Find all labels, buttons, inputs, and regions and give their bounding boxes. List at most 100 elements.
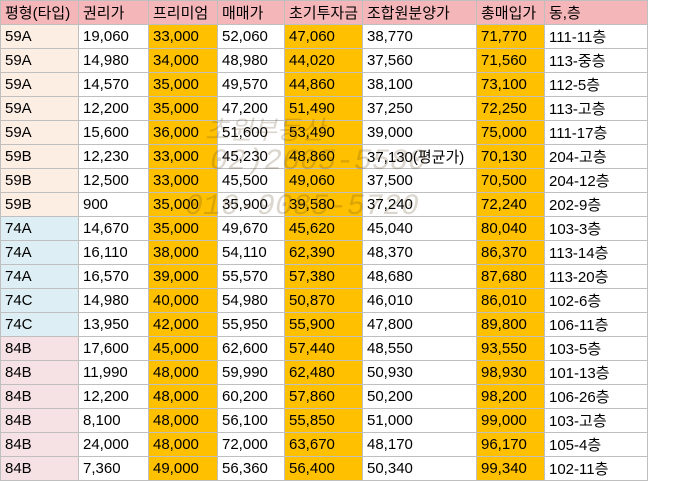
cell-total[interactable]: 98,200 [476, 384, 545, 409]
cell-unit[interactable]: 204-12층 [544, 168, 648, 193]
cell-premium[interactable]: 49,000 [148, 456, 218, 481]
cell-union[interactable]: 38,100 [362, 72, 477, 97]
cell-initial[interactable]: 50,870 [284, 288, 363, 313]
cell-type[interactable]: 59A [0, 72, 79, 97]
cell-initial[interactable]: 57,440 [284, 336, 363, 361]
header-sale[interactable]: 매매가 [217, 0, 285, 25]
cell-total[interactable]: 89,800 [476, 312, 545, 337]
cell-initial[interactable]: 62,480 [284, 360, 363, 385]
cell-premium[interactable]: 35,000 [148, 216, 218, 241]
cell-right[interactable]: 14,570 [78, 72, 149, 97]
cell-initial[interactable]: 55,850 [284, 408, 363, 433]
cell-unit[interactable]: 113-20층 [544, 264, 648, 289]
cell-union[interactable]: 37,130(평균가) [362, 144, 477, 169]
cell-sale[interactable]: 54,110 [217, 240, 285, 265]
cell-unit[interactable]: 102-11층 [544, 456, 648, 481]
cell-premium[interactable]: 40,000 [148, 288, 218, 313]
cell-total[interactable]: 73,100 [476, 72, 545, 97]
cell-right[interactable]: 12,200 [78, 96, 149, 121]
header-total[interactable]: 총매입가 [476, 0, 545, 25]
cell-premium[interactable]: 36,000 [148, 120, 218, 145]
cell-right[interactable]: 16,110 [78, 240, 149, 265]
cell-premium[interactable]: 35,000 [148, 72, 218, 97]
header-unit[interactable]: 동,층 [544, 0, 648, 25]
cell-union[interactable]: 48,680 [362, 264, 477, 289]
cell-union[interactable]: 46,010 [362, 288, 477, 313]
cell-initial[interactable]: 44,860 [284, 72, 363, 97]
cell-right[interactable]: 14,980 [78, 48, 149, 73]
cell-initial[interactable]: 39,580 [284, 192, 363, 217]
cell-total[interactable]: 72,240 [476, 192, 545, 217]
cell-sale[interactable]: 47,200 [217, 96, 285, 121]
cell-total[interactable]: 70,130 [476, 144, 545, 169]
cell-total[interactable]: 87,680 [476, 264, 545, 289]
cell-unit[interactable]: 105-4층 [544, 432, 648, 457]
cell-type[interactable]: 59A [0, 120, 79, 145]
cell-right[interactable]: 12,200 [78, 384, 149, 409]
cell-total[interactable]: 70,500 [476, 168, 545, 193]
cell-initial[interactable]: 44,020 [284, 48, 363, 73]
cell-type[interactable]: 84B [0, 384, 79, 409]
cell-total[interactable]: 96,170 [476, 432, 545, 457]
cell-sale[interactable]: 55,570 [217, 264, 285, 289]
cell-right[interactable]: 12,500 [78, 168, 149, 193]
cell-sale[interactable]: 60,200 [217, 384, 285, 409]
header-initial[interactable]: 초기투자금 [284, 0, 363, 25]
cell-initial[interactable]: 63,670 [284, 432, 363, 457]
cell-total[interactable]: 99,000 [476, 408, 545, 433]
header-premium[interactable]: 프리미엄 [148, 0, 218, 25]
cell-unit[interactable]: 202-9층 [544, 192, 648, 217]
cell-total[interactable]: 98,930 [476, 360, 545, 385]
cell-initial[interactable]: 48,860 [284, 144, 363, 169]
cell-type[interactable]: 74C [0, 288, 79, 313]
cell-union[interactable]: 45,040 [362, 216, 477, 241]
header-right[interactable]: 권리가 [78, 0, 149, 25]
cell-right[interactable]: 11,990 [78, 360, 149, 385]
cell-premium[interactable]: 39,000 [148, 264, 218, 289]
cell-union[interactable]: 38,770 [362, 24, 477, 49]
cell-premium[interactable]: 48,000 [148, 384, 218, 409]
cell-premium[interactable]: 33,000 [148, 168, 218, 193]
cell-sale[interactable]: 35,900 [217, 192, 285, 217]
cell-unit[interactable]: 103-3층 [544, 216, 648, 241]
cell-unit[interactable]: 204-고층 [544, 144, 648, 169]
cell-sale[interactable]: 52,060 [217, 24, 285, 49]
cell-unit[interactable]: 111-17층 [544, 120, 648, 145]
cell-type[interactable]: 84B [0, 456, 79, 481]
cell-type[interactable]: 84B [0, 336, 79, 361]
cell-sale[interactable]: 72,000 [217, 432, 285, 457]
cell-unit[interactable]: 101-13층 [544, 360, 648, 385]
cell-total[interactable]: 86,370 [476, 240, 545, 265]
cell-union[interactable]: 51,000 [362, 408, 477, 433]
cell-union[interactable]: 50,930 [362, 360, 477, 385]
cell-initial[interactable]: 49,060 [284, 168, 363, 193]
cell-right[interactable]: 14,980 [78, 288, 149, 313]
cell-total[interactable]: 93,550 [476, 336, 545, 361]
cell-sale[interactable]: 51,600 [217, 120, 285, 145]
cell-right[interactable]: 24,000 [78, 432, 149, 457]
cell-type[interactable]: 59B [0, 192, 79, 217]
cell-type[interactable]: 59A [0, 24, 79, 49]
cell-type[interactable]: 59B [0, 168, 79, 193]
cell-union[interactable]: 47,800 [362, 312, 477, 337]
cell-total[interactable]: 86,010 [476, 288, 545, 313]
cell-type[interactable]: 74A [0, 216, 79, 241]
cell-right[interactable]: 900 [78, 192, 149, 217]
cell-initial[interactable]: 57,380 [284, 264, 363, 289]
header-type[interactable]: 평형(타입) [0, 0, 79, 25]
cell-union[interactable]: 39,000 [362, 120, 477, 145]
cell-union[interactable]: 50,200 [362, 384, 477, 409]
cell-premium[interactable]: 48,000 [148, 408, 218, 433]
cell-type[interactable]: 74A [0, 264, 79, 289]
cell-unit[interactable]: 112-5층 [544, 72, 648, 97]
cell-unit[interactable]: 103-고층 [544, 408, 648, 433]
cell-type[interactable]: 84B [0, 432, 79, 457]
cell-premium[interactable]: 42,000 [148, 312, 218, 337]
cell-initial[interactable]: 53,490 [284, 120, 363, 145]
cell-total[interactable]: 71,560 [476, 48, 545, 73]
cell-unit[interactable]: 102-6층 [544, 288, 648, 313]
cell-initial[interactable]: 47,060 [284, 24, 363, 49]
cell-unit[interactable]: 113-14층 [544, 240, 648, 265]
cell-type[interactable]: 84B [0, 408, 79, 433]
cell-right[interactable]: 16,570 [78, 264, 149, 289]
